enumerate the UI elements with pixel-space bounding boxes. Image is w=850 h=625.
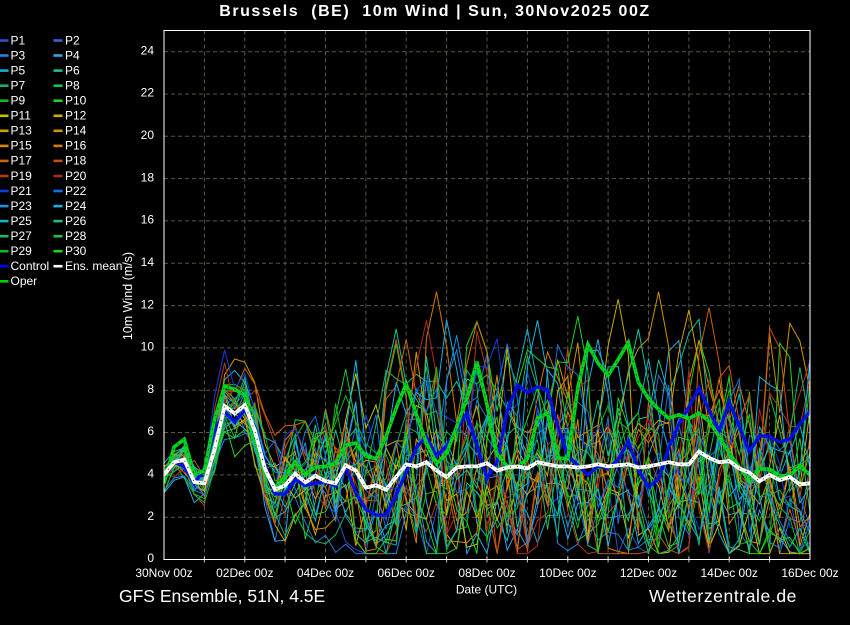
svg-text:P4: P4 xyxy=(65,48,80,62)
svg-text:Control: Control xyxy=(11,259,50,273)
svg-text:12Dec 00z: 12Dec 00z xyxy=(620,566,677,580)
svg-text:22: 22 xyxy=(141,86,155,100)
svg-text:08Dec 00z: 08Dec 00z xyxy=(458,566,515,580)
svg-text:P22: P22 xyxy=(65,184,87,198)
svg-text:P17: P17 xyxy=(11,154,33,168)
svg-text:P18: P18 xyxy=(65,154,87,168)
svg-text:Brussels (BE) 10m Wind | Sun: Brussels (BE) 10m Wind | Sun, 30Nov2025 … xyxy=(219,3,651,20)
svg-text:16: 16 xyxy=(141,213,155,227)
svg-text:P25: P25 xyxy=(11,214,33,228)
svg-text:P19: P19 xyxy=(11,169,33,183)
svg-text:P21: P21 xyxy=(11,184,33,198)
svg-text:16Dec 00z: 16Dec 00z xyxy=(781,566,838,580)
svg-text:0: 0 xyxy=(147,551,154,565)
svg-text:18: 18 xyxy=(141,170,155,184)
svg-text:P2: P2 xyxy=(65,33,80,47)
svg-text:GFS Ensemble, 51N, 4.5E: GFS Ensemble, 51N, 4.5E xyxy=(119,586,325,606)
svg-text:P26: P26 xyxy=(65,214,87,228)
svg-text:P27: P27 xyxy=(11,229,33,243)
svg-text:P1: P1 xyxy=(11,33,26,47)
svg-text:P8: P8 xyxy=(65,79,80,93)
svg-text:P3: P3 xyxy=(11,48,26,62)
svg-text:2: 2 xyxy=(147,509,154,523)
svg-text:14: 14 xyxy=(141,255,155,269)
svg-text:06Dec 00z: 06Dec 00z xyxy=(378,566,435,580)
svg-text:P20: P20 xyxy=(65,169,87,183)
svg-text:P29: P29 xyxy=(11,244,33,258)
svg-text:P13: P13 xyxy=(11,124,33,138)
svg-text:P5: P5 xyxy=(11,63,26,77)
svg-text:20: 20 xyxy=(141,128,155,142)
svg-text:P11: P11 xyxy=(11,109,32,123)
svg-text:Oper: Oper xyxy=(11,274,38,288)
svg-text:P15: P15 xyxy=(11,139,33,153)
svg-text:10Dec 00z: 10Dec 00z xyxy=(539,566,596,580)
svg-text:P12: P12 xyxy=(65,109,87,123)
svg-text:P9: P9 xyxy=(11,94,26,108)
svg-text:P6: P6 xyxy=(65,63,80,77)
svg-text:P16: P16 xyxy=(65,139,87,153)
svg-text:Wetterzentrale.de: Wetterzentrale.de xyxy=(649,586,797,606)
svg-text:10m Wind (m/s): 10m Wind (m/s) xyxy=(121,252,135,340)
svg-text:P30: P30 xyxy=(65,244,87,258)
svg-text:P24: P24 xyxy=(65,199,87,213)
svg-text:04Dec 00z: 04Dec 00z xyxy=(297,566,354,580)
svg-text:Date (UTC): Date (UTC) xyxy=(456,583,517,597)
svg-text:24: 24 xyxy=(141,43,155,57)
svg-text:14Dec 00z: 14Dec 00z xyxy=(701,566,758,580)
svg-text:10: 10 xyxy=(141,340,155,354)
svg-text:P23: P23 xyxy=(11,199,33,213)
svg-text:30Nov 00z: 30Nov 00z xyxy=(135,566,192,580)
svg-text:02Dec 00z: 02Dec 00z xyxy=(216,566,273,580)
svg-text:4: 4 xyxy=(147,467,154,481)
svg-text:8: 8 xyxy=(147,382,154,396)
svg-text:P10: P10 xyxy=(65,94,87,108)
svg-text:Ens. mean: Ens. mean xyxy=(65,259,122,273)
svg-text:6: 6 xyxy=(147,424,154,438)
svg-text:P7: P7 xyxy=(11,79,26,93)
svg-text:P28: P28 xyxy=(65,229,87,243)
svg-text:12: 12 xyxy=(141,297,155,311)
svg-text:P14: P14 xyxy=(65,124,87,138)
